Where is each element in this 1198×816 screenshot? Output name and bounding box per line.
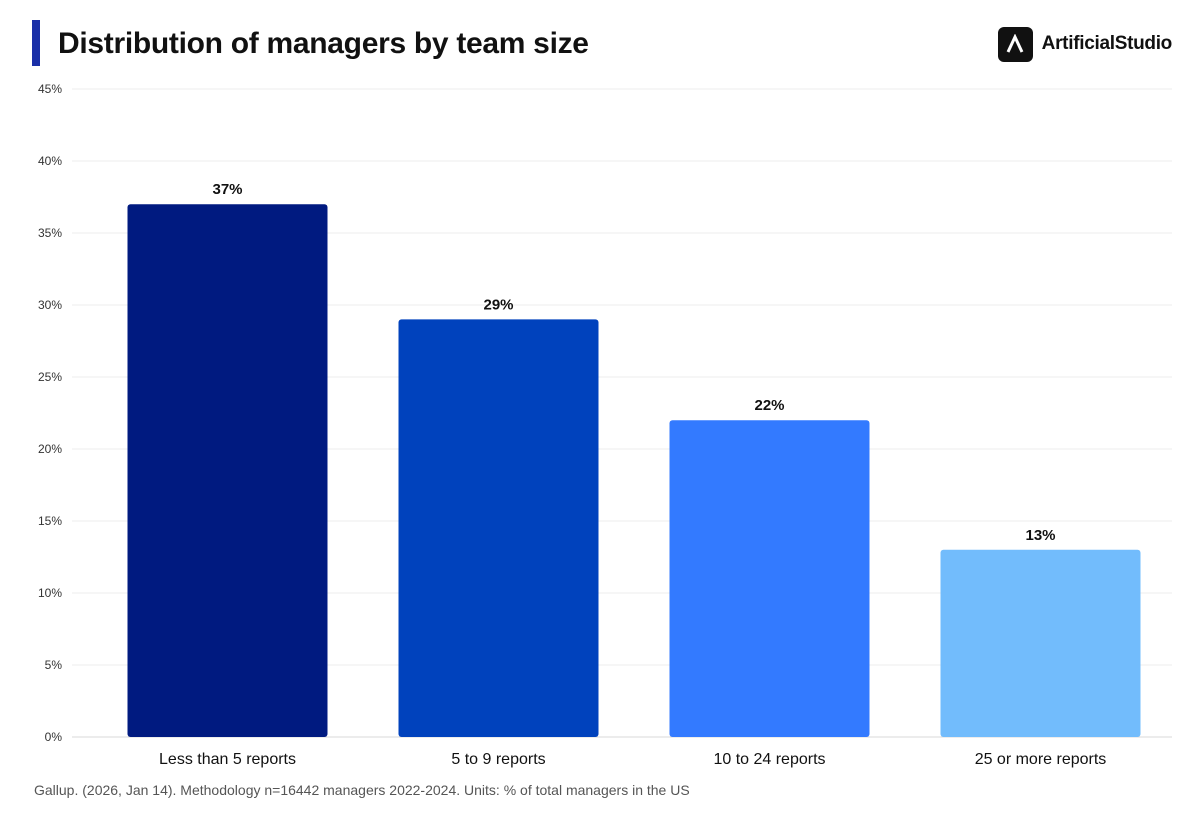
- y-tick-label: 10%: [38, 586, 62, 600]
- brand-name: ArtificialStudio: [1041, 33, 1173, 54]
- data-label: 37%: [212, 181, 242, 198]
- y-tick-label: 5%: [45, 658, 63, 672]
- title-accent-bar: [32, 20, 40, 66]
- y-tick-label: 45%: [38, 82, 62, 96]
- x-tick-label: Less than 5 reports: [159, 751, 296, 768]
- y-tick-label: 0%: [45, 730, 63, 744]
- data-label: 22%: [754, 397, 784, 414]
- chart-title: Distribution of managers by team size: [58, 27, 589, 60]
- y-tick-label: 20%: [38, 442, 62, 456]
- y-tick-label: 25%: [38, 370, 62, 384]
- bar-chart: 0% 5% 10% 15% 20% 25% 30% 35% 40% 45% 37% Less than…: [38, 82, 1172, 768]
- bar: [127, 204, 328, 737]
- x-tick-label: 5 to 9 reports: [451, 751, 545, 768]
- data-label: 29%: [483, 296, 513, 313]
- y-tick-label: 40%: [38, 154, 62, 168]
- x-tick-label: 25 or more reports: [975, 751, 1107, 768]
- x-tick-label: 10 to 24 reports: [713, 751, 825, 768]
- y-tick-label: 35%: [38, 226, 62, 240]
- data-label: 13%: [1025, 527, 1055, 544]
- y-tick-label: 15%: [38, 514, 62, 528]
- bar: [669, 420, 870, 737]
- bar: [940, 549, 1141, 737]
- y-tick-label: 30%: [38, 298, 62, 312]
- bar: [398, 319, 599, 737]
- source-note: Gallup. (2026, Jan 14). Methodology n=16…: [34, 782, 690, 798]
- brand: ArtificialStudio: [997, 26, 1173, 62]
- artificialstudio-logo-icon: [997, 26, 1033, 62]
